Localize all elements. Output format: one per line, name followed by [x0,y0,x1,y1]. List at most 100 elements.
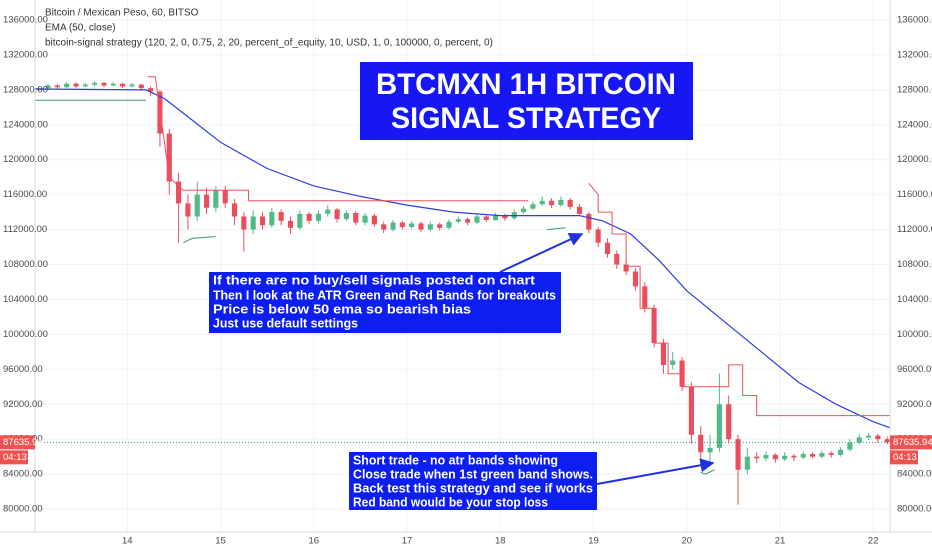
candle-body [194,194,200,217]
candle-body [390,222,396,230]
candle-body [810,454,816,457]
candle-body [110,83,116,86]
y-tick-label: 124000.00 [3,119,48,130]
last-price-box [0,435,35,450]
title-line: SIGNAL STRATEGY [391,102,661,135]
annotation-box [209,272,561,333]
header-ema: EMA (50, close) [45,23,116,34]
candle-body [446,221,452,228]
candle-body [241,216,247,230]
candle-body [269,212,275,226]
y-tick-label: 84000.00 [3,469,43,480]
line-series [35,88,890,429]
countdown-label: 04:13 [3,452,27,463]
y-tick-label: 92000.00 [3,399,43,410]
y-tick-label: 136000.00 [897,15,932,26]
candle-body [791,455,797,458]
y-tick-label: 116000.00 [897,189,932,200]
candle-body [782,455,788,460]
candle-body [455,219,461,222]
candle-body [875,435,881,440]
candle-body [614,254,620,265]
candle-body [847,442,853,450]
candle-body [399,222,405,227]
last-price-label: 87635.94 [3,437,43,448]
candle-body [287,220,294,228]
candle-body [502,215,508,219]
candle-body [707,447,713,453]
candle-body [381,224,387,230]
candle-body [250,216,256,230]
candle-body [409,223,415,227]
candle-body [586,213,592,230]
candle-body [754,456,760,459]
annotation-text: If there are no buy/sell signals posted … [213,272,536,287]
grid [35,0,890,532]
annotation-text: Price is below 50 ema so bearish bias [213,301,471,316]
candle-body [185,203,191,217]
candle-body [222,190,228,204]
y-tick-label: 116000.00 [3,189,47,200]
candle-body [483,216,489,220]
candle-body [539,200,545,205]
candle-body [688,386,694,435]
candle-body [362,215,368,223]
y-tick-label: 112000.00 [897,224,932,235]
y-tick-label: 128000.00 [897,84,932,95]
y-tick-label: 132000.00 [3,49,48,60]
candle-body [418,223,424,230]
y-tick-label: 136000.00 [3,15,48,26]
candle-body [138,84,144,89]
y-tick-label: 120000.00 [897,154,932,165]
candle-body [176,181,182,204]
arrow [499,232,584,273]
candle-body [604,242,611,255]
candle-body [726,404,732,440]
x-tick-label: 15 [215,536,226,547]
candle-body [148,88,154,92]
candle-body [343,212,349,220]
candle-body [763,454,769,459]
candle-body [623,264,629,272]
y-tick-label: 92000.00 [897,399,932,410]
candle-body [772,454,778,460]
annotation-text: Close trade when 1st green band shows. [353,466,593,481]
y-tick-label: 128000.00 [3,84,48,95]
x-tick-label: 17 [402,536,413,547]
candle-body [306,213,312,221]
candle-body [231,203,238,217]
candle-body [595,229,601,243]
candle-body [642,286,648,309]
y-tick-label: 104000.00 [3,294,48,305]
last-price-label: 87635.94 [893,437,932,448]
last-price-box [890,435,932,450]
annotation-text: Red band would be your stop loss [353,494,548,509]
annotation-text: Just use default settings [213,315,358,330]
candle-body [353,212,359,223]
candle-body [884,439,890,443]
y-tick-label: 80000.00 [897,504,932,515]
line-series [147,76,890,417]
candle-body [828,453,834,455]
candle-body [632,271,639,287]
annotation-text: Short trade - no atr bands showing [353,452,558,467]
x-tick-label: 16 [308,536,319,547]
countdown-label: 04:13 [893,452,917,463]
title-line: BTCMXN 1H BITCOIN [376,68,676,101]
candle-body [166,133,172,182]
y-tick-label: 108000.00 [897,259,932,270]
candle-body [865,435,872,438]
candle-body [64,83,70,88]
header-strategy: bitcoin-signal strategy (120, 2, 0, 0.75… [45,38,493,49]
candle-body [427,224,433,230]
candle-body [45,85,51,89]
countdown-box [890,450,918,465]
candle-body [101,82,107,86]
candle-body [800,454,806,458]
y-tick-label: 132000.00 [897,49,932,60]
y-tick-label: 108000.00 [3,259,48,270]
arrow [596,458,715,485]
candle-body [474,216,480,223]
candle-body [213,190,219,208]
axes: 80000.0080000.0084000.0084000.0088000.00… [0,15,932,547]
